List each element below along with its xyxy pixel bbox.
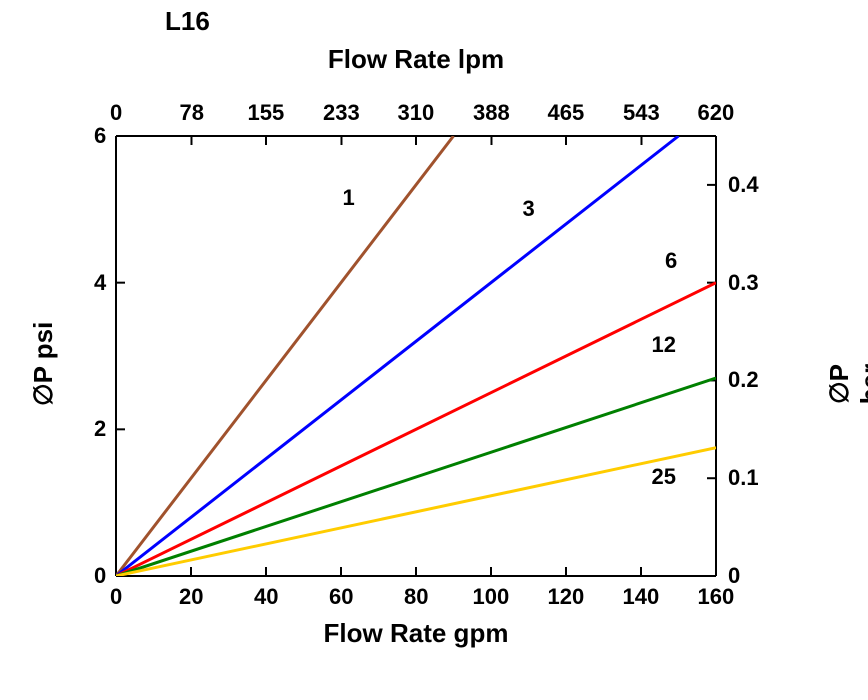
series-line (116, 136, 454, 576)
tick-label: 140 (623, 584, 660, 610)
tick-label: 20 (179, 584, 203, 610)
tick-label: 233 (323, 100, 360, 126)
series-line (116, 136, 679, 576)
series-line (116, 378, 716, 576)
tick-label: 543 (623, 100, 660, 126)
series-label: 1 (343, 185, 355, 211)
series-label: 6 (665, 248, 677, 274)
series-label: 3 (523, 196, 535, 222)
tick-label: 0 (728, 563, 740, 589)
tick-label: 100 (473, 584, 510, 610)
tick-label: 0 (110, 100, 122, 126)
tick-label: 0 (94, 563, 106, 589)
tick-label: 60 (329, 584, 353, 610)
tick-label: 310 (398, 100, 435, 126)
tick-label: 620 (698, 100, 735, 126)
tick-label: 0.4 (728, 172, 759, 198)
tick-label: 0.3 (728, 270, 759, 296)
tick-label: 80 (404, 584, 428, 610)
tick-label: 388 (473, 100, 510, 126)
tick-label: 2 (94, 416, 106, 442)
tick-label: 120 (548, 584, 585, 610)
tick-label: 465 (548, 100, 585, 126)
chart-container: { "chart": { "type": "line", "title": "L… (0, 0, 868, 700)
series-label: 25 (652, 464, 676, 490)
series-line (116, 283, 716, 576)
tick-label: 0 (110, 584, 122, 610)
tick-label: 155 (248, 100, 285, 126)
tick-label: 78 (179, 100, 203, 126)
series-line (116, 448, 716, 576)
tick-label: 0.1 (728, 465, 759, 491)
tick-label: 40 (254, 584, 278, 610)
tick-label: 6 (94, 123, 106, 149)
series-label: 12 (652, 332, 676, 358)
tick-label: 4 (94, 270, 106, 296)
tick-label: 0.2 (728, 367, 759, 393)
